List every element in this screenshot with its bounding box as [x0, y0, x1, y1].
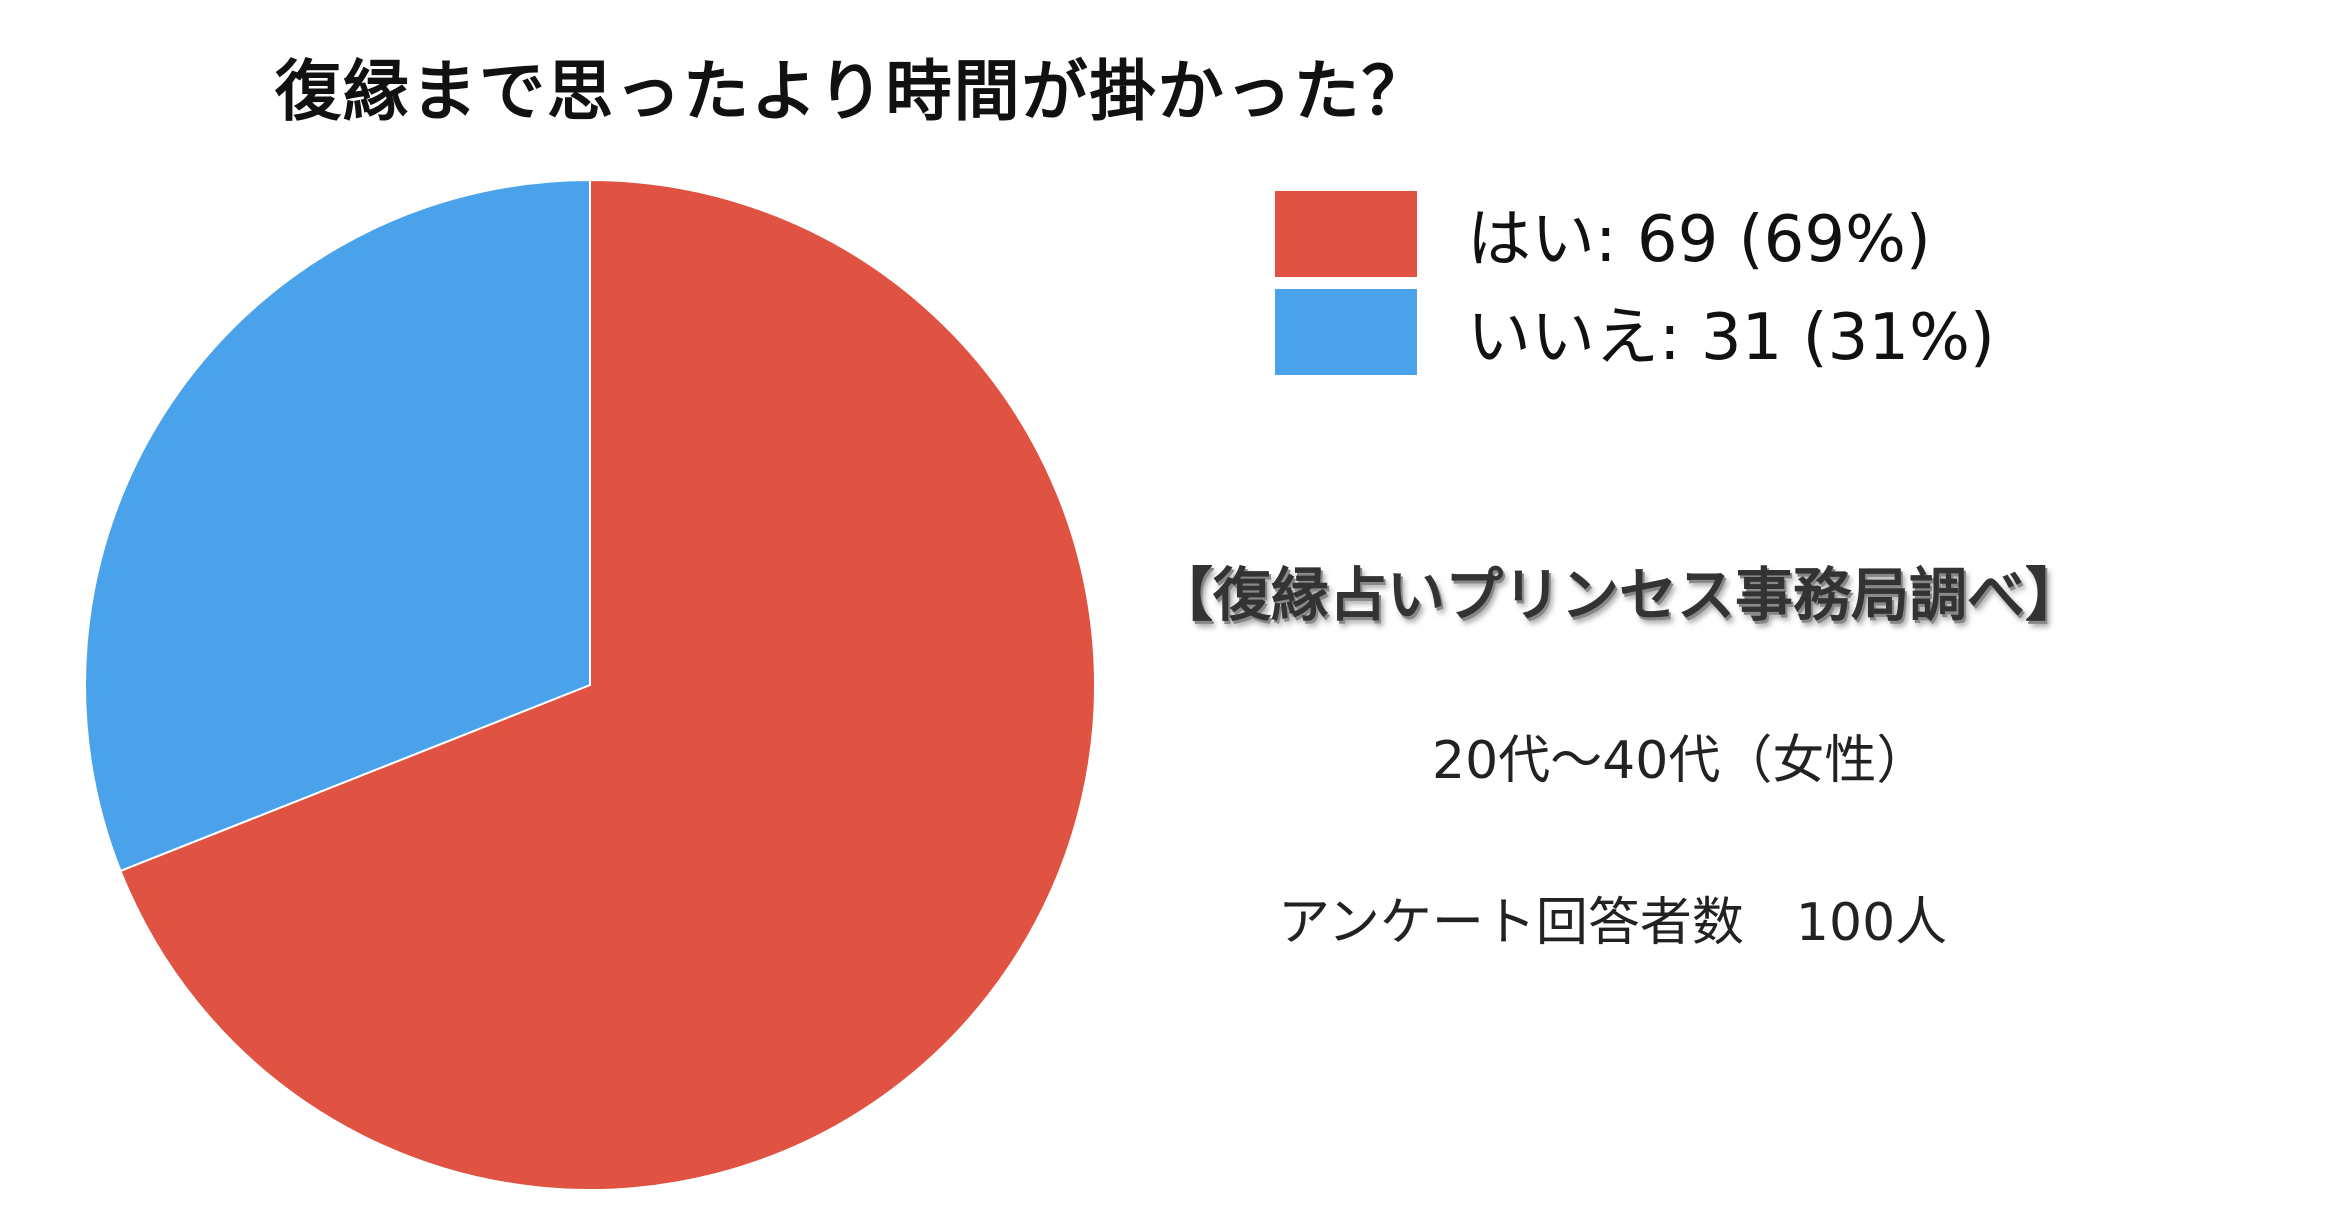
legend: はい: 69 (69%) いいえ: 31 (31%)	[1275, 185, 1995, 381]
legend-swatch-no	[1275, 289, 1417, 375]
pie-slice-yes	[119, 178, 1096, 1191]
source-note: 【復縁占いプリンセス事務局調べ】	[1155, 561, 2084, 629]
chart-title: 復縁まで思ったより時間が掛かった？	[275, 53, 1430, 130]
respondents-note: アンケート回答者数 100人	[1278, 893, 1948, 953]
legend-item-yes: はい: 69 (69%)	[1275, 185, 1995, 283]
pie-chart	[84, 178, 1096, 1191]
pie-slices	[84, 178, 1096, 1191]
pie-slice-no	[84, 178, 591, 873]
legend-label-yes: はい: 69 (69%)	[1467, 203, 1931, 277]
legend-item-no: いいえ: 31 (31%)	[1275, 283, 1995, 381]
age-note: 20代〜40代（女性）	[1432, 731, 1929, 791]
legend-swatch-yes	[1275, 191, 1417, 277]
legend-label-no: いいえ: 31 (31%)	[1467, 301, 1995, 375]
